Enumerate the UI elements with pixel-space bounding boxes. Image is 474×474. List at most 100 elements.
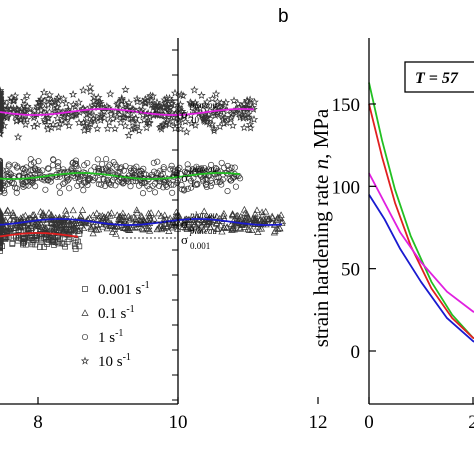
legend-marker — [80, 356, 90, 365]
square-point — [50, 226, 57, 232]
circle-point — [119, 180, 127, 187]
star-point — [9, 104, 18, 113]
star-point — [202, 104, 212, 113]
circle-point — [101, 182, 109, 189]
right-plot-area — [368, 82, 474, 343]
plateau-annotations: σplateau10σplateau1σplateau0.1σplateau0.… — [118, 100, 217, 251]
legend-marker — [81, 309, 89, 316]
star-point — [54, 92, 63, 101]
hardening-curve — [368, 194, 474, 343]
triangle-point — [278, 219, 286, 226]
superscript: plateau — [189, 164, 217, 174]
circle-point — [69, 160, 76, 167]
circle-point — [90, 177, 97, 184]
star-point — [17, 114, 26, 123]
circle-point — [4, 181, 11, 188]
star-point — [19, 114, 29, 123]
triangle-point — [276, 224, 284, 232]
star-point — [149, 103, 158, 112]
triangle-point — [253, 206, 261, 214]
circle-point — [0, 173, 4, 180]
star-point — [85, 82, 95, 91]
triangle-point — [3, 206, 12, 214]
circle-point — [231, 164, 238, 171]
triangle-point — [57, 222, 65, 229]
star-point — [117, 93, 126, 103]
circle-point — [194, 180, 201, 187]
star-point — [214, 102, 224, 111]
triangle-point — [146, 216, 155, 223]
star-point — [0, 121, 5, 130]
triangle-point — [139, 225, 147, 233]
star-point — [121, 100, 131, 109]
circle-point — [19, 181, 26, 188]
circle-point — [22, 182, 29, 189]
star-point — [132, 94, 142, 103]
star-point — [207, 119, 217, 128]
star-point — [0, 116, 5, 125]
circle-point — [127, 164, 134, 172]
triangle-point — [234, 211, 242, 219]
triangle-point — [179, 223, 187, 230]
circle-point — [42, 186, 49, 193]
subscript: 1 — [190, 179, 195, 189]
subscript: 0.001 — [190, 241, 210, 251]
circle-point — [5, 161, 12, 168]
circle-point — [41, 177, 48, 184]
triangle-point — [260, 217, 268, 224]
circle-point — [36, 169, 43, 176]
star-point — [240, 106, 249, 115]
circle-point — [14, 185, 21, 192]
star-point — [51, 106, 60, 115]
star-point — [45, 90, 54, 99]
star-point — [33, 119, 42, 128]
star-point — [142, 123, 151, 132]
circle-point — [95, 181, 102, 188]
star-point — [170, 124, 180, 133]
star-point — [190, 106, 199, 115]
circle-point — [45, 165, 52, 172]
circle-point — [85, 176, 92, 184]
circle-point — [160, 166, 167, 173]
star-point — [145, 112, 154, 121]
triangle-point — [102, 216, 110, 223]
circle-point — [0, 157, 4, 164]
circle-point — [28, 161, 35, 168]
subscript: 0.1 — [190, 225, 201, 235]
star-point — [10, 91, 20, 100]
circle-point — [227, 177, 234, 184]
superscript: plateau — [189, 100, 217, 110]
star-point — [226, 113, 236, 122]
star-point — [48, 119, 58, 128]
circle-point — [98, 181, 105, 188]
square-point — [51, 217, 57, 224]
triangle-point — [35, 222, 44, 230]
star-point — [140, 98, 149, 107]
triangle-point — [113, 222, 121, 229]
circle-point — [60, 166, 67, 173]
circle-point — [167, 166, 174, 173]
star-point — [74, 97, 83, 106]
triangle-point — [213, 219, 221, 227]
circle-point — [232, 183, 240, 190]
circle-point — [0, 159, 4, 166]
triangle-point — [80, 218, 89, 226]
triangle-point — [0, 208, 4, 216]
star-point — [131, 113, 141, 122]
triangle-point — [127, 214, 135, 222]
triangle-point — [233, 217, 241, 225]
triangle-point — [207, 217, 216, 225]
circle-point — [75, 166, 82, 173]
star-point — [245, 120, 255, 129]
triangle-point — [262, 207, 270, 215]
star-point — [169, 113, 179, 122]
circle-point — [138, 180, 145, 187]
triangle-point — [62, 210, 71, 217]
superscript: plateau — [189, 226, 217, 236]
triangle-point — [93, 226, 101, 233]
triangle-point — [218, 227, 226, 235]
triangle-point — [0, 207, 4, 214]
star-point — [23, 102, 32, 111]
square-point — [68, 226, 74, 233]
circle-point — [107, 181, 114, 188]
